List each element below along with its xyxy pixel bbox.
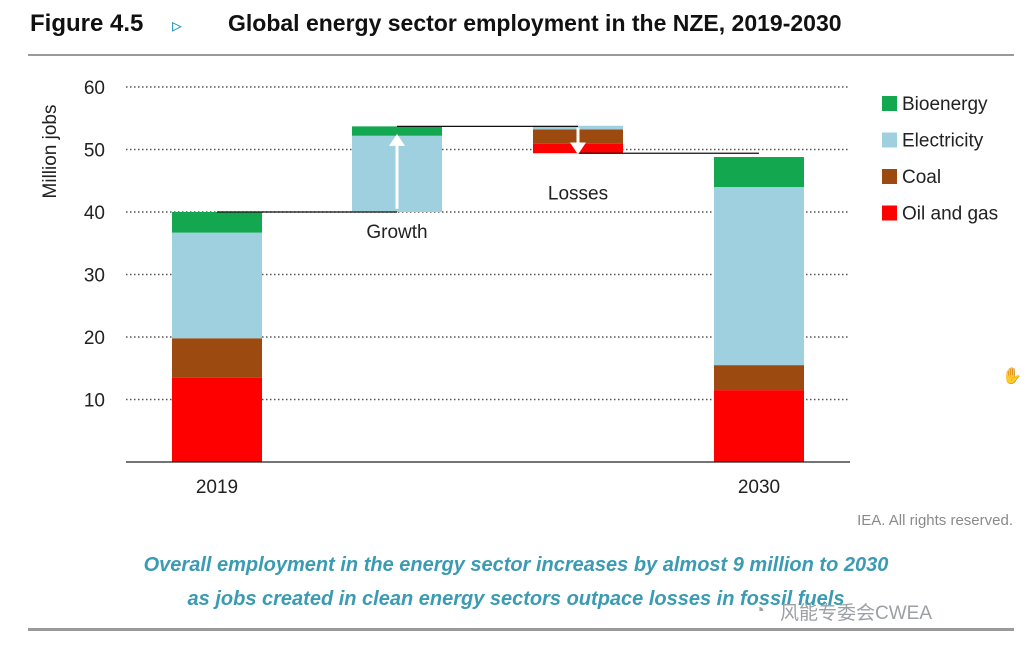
y-tick-label: 20 (84, 328, 105, 349)
x-tick-label-2030: 2030 (738, 477, 780, 498)
legend-label-oil-and-gas: Oil and gas (902, 204, 998, 225)
y-tick-label: 60 (84, 78, 105, 99)
legend-swatch-bioenergy (882, 96, 897, 111)
bar-2030-bioenergy (714, 157, 804, 187)
bar-2030-oil-and-gas (714, 390, 804, 462)
legend-label-electricity: Electricity (902, 131, 984, 152)
y-tick-label: 50 (84, 141, 105, 162)
growth-arrow-up-icon (389, 133, 405, 146)
bar-2019-coal (172, 338, 262, 378)
bar-2030-electricity (714, 187, 804, 366)
watermark: 风能专委会CWEA (780, 603, 933, 624)
bar-2030-coal (714, 365, 804, 391)
figure-arrow-icon: ▹ (172, 15, 183, 37)
bottom-divider (28, 628, 1014, 631)
legend-label-bioenergy: Bioenergy (902, 94, 988, 115)
y-tick-label: 10 (84, 391, 105, 412)
legend: Bioenergy Electricity Coal Oil and gas (882, 94, 998, 225)
legend-swatch-electricity (882, 132, 897, 148)
legend-swatch-oil-and-gas (882, 205, 897, 221)
y-tick-label: 30 (84, 266, 105, 287)
connector-lines (217, 125, 759, 213)
y-tick-label: 40 (84, 203, 105, 224)
legend-label-coal: Coal (902, 167, 941, 188)
caption-line-1: Overall employment in the energy sector … (143, 554, 889, 576)
y-axis-label: Million jobs (40, 105, 61, 199)
title-divider (28, 54, 1014, 56)
bar-2019-bioenergy (172, 212, 262, 233)
growth-label: Growth (366, 222, 427, 243)
hand-cursor-icon: ✋ (1002, 368, 1022, 385)
x-tick-label-2019: 2019 (196, 477, 238, 498)
wechat-icon: ◔ (754, 600, 765, 620)
bar-growth-bioenergy (352, 126, 442, 136)
figure-label: Figure 4.5 (30, 10, 144, 37)
losses-arrow-down-icon (570, 142, 586, 155)
copyright-credit: IEA. All rights reserved. (857, 512, 1013, 529)
legend-swatch-coal (882, 169, 897, 184)
bars (172, 125, 804, 462)
chart-title: Global energy sector employment in the N… (228, 10, 842, 36)
bar-2019-oil-and-gas (172, 377, 262, 462)
annotations: Growth Losses (366, 127, 608, 243)
bar-2019-electricity (172, 232, 262, 339)
caption-line-2: as jobs created in clean energy sectors … (187, 588, 845, 610)
losses-label: Losses (548, 183, 608, 204)
